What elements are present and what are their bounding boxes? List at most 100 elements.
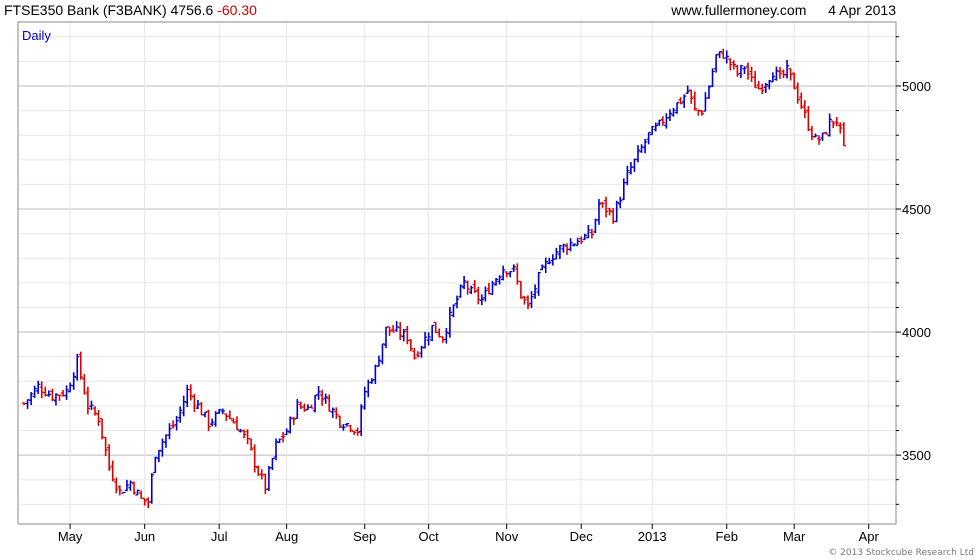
- ohlc-bar: [703, 92, 708, 112]
- ohlc-bar: [497, 275, 502, 285]
- ohlc-bar: [504, 271, 509, 278]
- ohlc-bar: [614, 200, 619, 223]
- ohlc-bar: [241, 429, 247, 439]
- ohlc-bar: [181, 395, 186, 417]
- ohlc-bar: [511, 264, 516, 272]
- period-label: Daily: [22, 28, 51, 43]
- ohlc-bar: [369, 378, 375, 384]
- ohlc-bar: [302, 403, 307, 412]
- ohlc-bar: [674, 102, 680, 114]
- ohlc-bar: [163, 434, 169, 448]
- ohlc-bar: [284, 428, 289, 436]
- ohlc-bar: [461, 276, 467, 290]
- ohlc-bar: [639, 144, 644, 153]
- ohlc-bar: [213, 411, 218, 427]
- ohlc-bar: [60, 389, 66, 397]
- x-tick-label: Jun: [134, 529, 155, 544]
- ohlc-bar: [763, 83, 768, 93]
- ohlc-bar: [802, 100, 808, 118]
- gridlines: [18, 22, 896, 524]
- ohlc-bar: [110, 460, 115, 482]
- ohlc-bar: [841, 122, 847, 147]
- ohlc-bar: [650, 125, 655, 136]
- ohlc-bar: [838, 122, 843, 134]
- ohlc-bar: [412, 347, 417, 360]
- ohlc-bar: [458, 284, 463, 298]
- ohlc-bar: [678, 97, 683, 105]
- ohlc-bar: [217, 408, 222, 414]
- ohlc-bar: [454, 295, 460, 309]
- ohlc-bar: [312, 394, 318, 413]
- ohlc-bar: [337, 415, 343, 429]
- ohlc-bar: [78, 351, 83, 380]
- ohlc-bar: [138, 490, 144, 499]
- ohlc-bar: [593, 218, 598, 234]
- ohlc-bar: [724, 50, 729, 64]
- ohlc-bar: [493, 277, 499, 286]
- plot-border: [17, 21, 897, 525]
- ohlc-bar: [316, 385, 321, 400]
- ohlc-bar: [234, 416, 240, 431]
- ohlc-bar: [32, 385, 37, 398]
- ohlc-bar: [657, 119, 662, 126]
- ohlc-bar: [220, 408, 225, 415]
- ohlc-bar: [603, 196, 609, 218]
- ohlc-bar: [625, 165, 630, 186]
- ohlc-bar: [752, 71, 758, 89]
- ohlc-bar: [667, 109, 673, 122]
- website-link[interactable]: www.fullermoney.com: [671, 2, 807, 18]
- ohlc-bar: [177, 406, 183, 423]
- ohlc-bar: [713, 54, 719, 73]
- ohlc-bar: [550, 254, 556, 266]
- ohlc-bar: [529, 291, 534, 308]
- ohlc-bar: [816, 135, 822, 145]
- ohlc-bar: [114, 477, 119, 494]
- ohlc-bar: [28, 392, 34, 406]
- ohlc-bar: [156, 449, 162, 463]
- ohlc-bar: [323, 393, 328, 404]
- ohlc-bar: [600, 202, 605, 208]
- ohlc-bar: [131, 481, 137, 495]
- ohlc-bar: [831, 120, 836, 129]
- ohlc-bar: [823, 131, 829, 135]
- ohlc-bar: [728, 58, 733, 71]
- ohlc-bar: [146, 497, 151, 509]
- ohlc-bar: [96, 409, 101, 426]
- ohlc-bar: [202, 411, 208, 418]
- ohlc-bar: [401, 328, 406, 342]
- ohlc-bar: [287, 416, 293, 434]
- ohlc-bar: [422, 331, 428, 349]
- ohlc-bar: [266, 465, 272, 491]
- ohlc-bar: [621, 178, 627, 201]
- ohlc-bar: [355, 427, 360, 436]
- ohlc-bar: [170, 420, 176, 429]
- x-tick-label: Aug: [275, 529, 298, 544]
- price-bars: [21, 48, 847, 509]
- ohlc-bar: [696, 109, 701, 116]
- ohlc-bar: [777, 67, 783, 79]
- ohlc-bar: [827, 113, 832, 137]
- ohlc-bar: [103, 436, 108, 457]
- ohlc-bar: [135, 489, 140, 496]
- ohlc-bar: [383, 326, 389, 349]
- ohlc-bar: [820, 132, 825, 141]
- ohlc-bar: [35, 380, 41, 394]
- x-tick-label: Apr: [859, 529, 880, 544]
- ohlc-bar: [451, 304, 456, 318]
- ohlc-bar: [582, 233, 587, 241]
- ohlc-bar: [415, 351, 421, 358]
- ohlc-bar: [561, 243, 566, 253]
- ohlc-bar: [426, 332, 431, 346]
- ohlc-bar: [106, 444, 112, 471]
- ohlc-bar: [571, 243, 577, 247]
- price-change: -60.30: [217, 2, 257, 18]
- ohlc-bar: [710, 68, 715, 88]
- ohlc-bar: [245, 429, 250, 445]
- ohlc-bar: [664, 113, 669, 129]
- copyright-note: © 2013 Stockcube Research Ltd: [828, 548, 974, 558]
- ohlc-bar: [791, 72, 797, 90]
- ohlc-bar: [607, 207, 612, 216]
- ohlc-bar: [681, 94, 687, 108]
- ohlc-bar: [689, 89, 694, 104]
